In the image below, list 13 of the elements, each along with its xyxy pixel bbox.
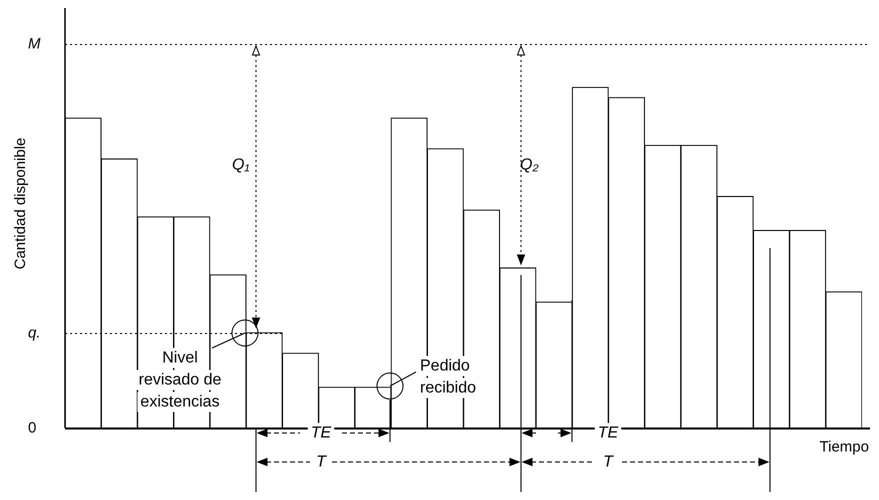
annotation: Q₂ (520, 156, 539, 174)
ref-line-label: M (28, 36, 41, 53)
annotation: Q₁ (232, 156, 250, 174)
annotation: TE (310, 424, 332, 442)
ref-line-label: 0 (28, 420, 36, 437)
annotation: TE (598, 424, 619, 442)
text: T (316, 453, 328, 470)
ref-line-label: q. (28, 324, 41, 342)
annotation: Pedido recibido (420, 357, 476, 396)
x-axis-title: Tiempo (820, 438, 869, 456)
annotation: Nivel revisado de existencias (138, 349, 222, 410)
text: T (603, 453, 614, 470)
y-axis-title: Cantidad disponible (12, 138, 30, 270)
